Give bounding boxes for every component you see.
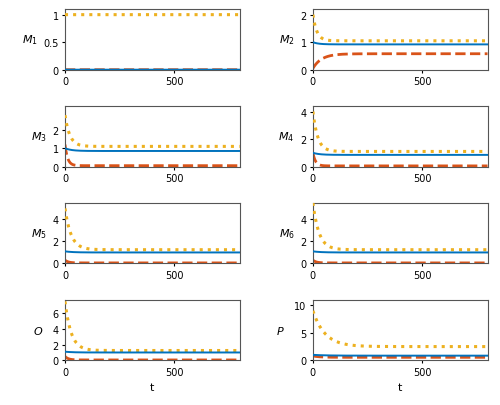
Y-axis label: $M_{6}$: $M_{6}$ (278, 227, 294, 241)
Y-axis label: $M_{1}$: $M_{1}$ (22, 34, 38, 47)
X-axis label: t: t (398, 382, 402, 392)
Y-axis label: $M_{4}$: $M_{4}$ (278, 130, 294, 144)
Y-axis label: $P$: $P$ (276, 324, 285, 336)
Y-axis label: $M_{3}$: $M_{3}$ (30, 130, 46, 144)
Y-axis label: $O$: $O$ (34, 324, 44, 336)
Y-axis label: $M_{2}$: $M_{2}$ (278, 34, 294, 47)
Y-axis label: $M_{5}$: $M_{5}$ (30, 227, 46, 241)
X-axis label: t: t (150, 382, 154, 392)
